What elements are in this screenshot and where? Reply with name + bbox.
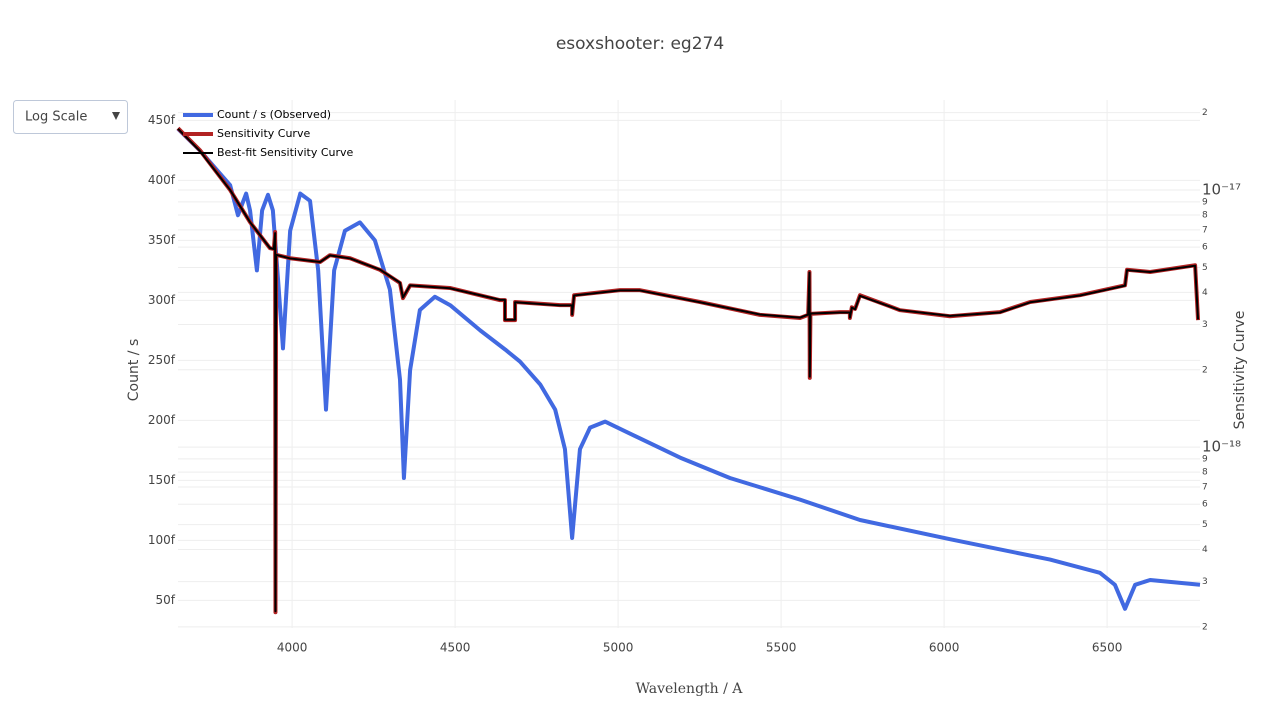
- y-tick-label: 250f: [148, 353, 176, 367]
- y2-tick-label: 2: [1202, 108, 1208, 118]
- x-tick-label: 6000: [929, 641, 960, 655]
- dropdown-label[interactable]: Log Scale: [25, 110, 87, 125]
- y-tick-label: 400f: [148, 173, 176, 187]
- y-tick-label: 450f: [148, 113, 176, 127]
- y-tick-label: 350f: [148, 233, 176, 247]
- y2-tick-label: 3: [1202, 577, 1208, 587]
- y2-tick-label: 2: [1202, 622, 1208, 632]
- y2-tick-label: 8: [1202, 468, 1208, 478]
- series-line: [177, 128, 1200, 613]
- y2-tick-label: 10⁻¹⁸: [1202, 438, 1241, 456]
- y2-tick-label: 9: [1202, 454, 1208, 464]
- legend-label: Sensitivity Curve: [217, 127, 310, 140]
- legend: Count / s (Observed) Sensitivity Curve Bes…: [183, 108, 354, 159]
- y2-tick-label: 3: [1202, 320, 1208, 330]
- y2-tick-label: 7: [1202, 482, 1208, 492]
- y2-tick-label: 4: [1202, 545, 1208, 555]
- x-tick-label: 5000: [603, 641, 634, 655]
- y2-tick-label: 2: [1202, 365, 1208, 375]
- y2-tick-label: 6: [1202, 500, 1208, 510]
- y2-tick-label: 8: [1202, 210, 1208, 220]
- grid: 4000 4500 5000 5500 6000 6500 50f 100f 150f 200f 2…: [148, 100, 1241, 655]
- y2-tick-label: 5: [1202, 520, 1208, 530]
- y2-tick-label: 10⁻¹⁷: [1202, 181, 1241, 199]
- y-tick-label: 200f: [148, 413, 176, 427]
- y-axis-title: Count / s: [126, 339, 142, 402]
- y2-tick-label: 4: [1202, 288, 1208, 298]
- chart-title: esoxshooter: eg274: [556, 34, 724, 54]
- y-tick-label: 300f: [148, 293, 176, 307]
- y2-tick-label: 7: [1202, 225, 1208, 235]
- series-line: [176, 127, 1201, 611]
- plot-area: [176, 126, 1201, 615]
- x-axis-title: Wavelength / A: [636, 681, 744, 697]
- dropdown[interactable]: Log Scale: [13, 100, 128, 134]
- x-tick-label: 4000: [277, 641, 308, 655]
- y2-axis-title: Sensitivity Curve: [1232, 311, 1248, 430]
- legend-label: Count / s (Observed): [217, 108, 331, 121]
- x-tick-label: 6500: [1092, 641, 1123, 655]
- y2-tick-label: 5: [1202, 263, 1208, 273]
- y2-tick-label: 9: [1202, 197, 1208, 207]
- legend-label: Best-fit Sensitivity Curve: [217, 146, 354, 159]
- y2-tick-label: 6: [1202, 243, 1208, 253]
- y-tick-label: 50f: [156, 593, 176, 607]
- dropdown-arrow[interactable]: [112, 112, 120, 120]
- x-tick-label: 4500: [440, 641, 471, 655]
- x-tick-label: 5500: [766, 641, 797, 655]
- dropdown-box[interactable]: [13, 100, 128, 134]
- y-tick-label: 150f: [148, 473, 176, 487]
- y-tick-label: 100f: [148, 533, 176, 547]
